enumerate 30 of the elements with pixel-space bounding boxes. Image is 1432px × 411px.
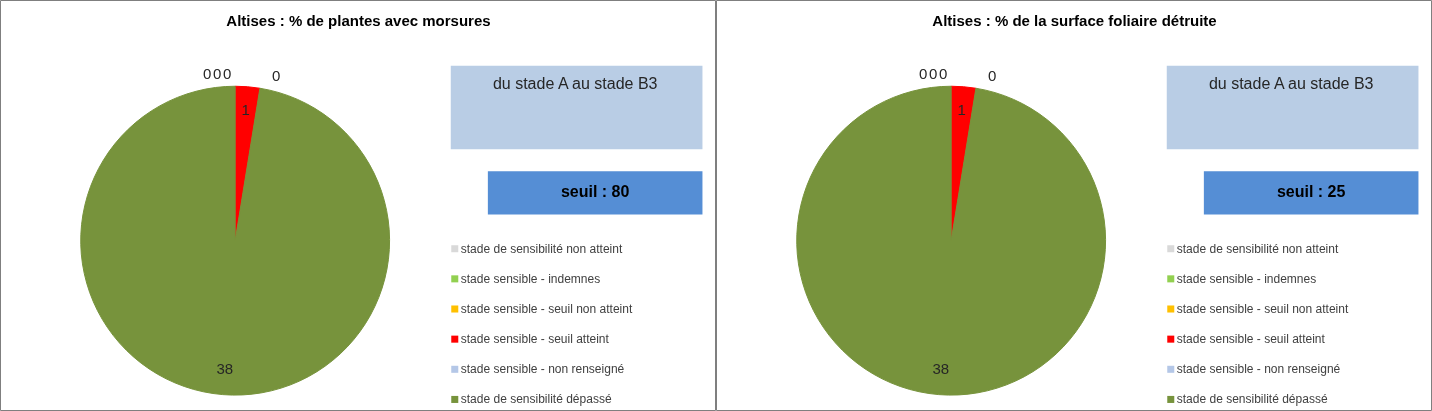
- text: 0: [212, 64, 222, 82]
- data-label: 1: [241, 100, 250, 118]
- text: seuil : 25: [1276, 182, 1346, 200]
- text: du stade A au stade B3: [492, 75, 658, 93]
- text: 0: [202, 64, 212, 82]
- legend-label: stade sensible - seuil non atteint: [460, 302, 633, 316]
- legend-label: stade sensible - seuil atteint: [1176, 332, 1326, 347]
- text: 0: [918, 64, 928, 82]
- text: 0: [272, 67, 281, 85]
- text: 0: [222, 64, 232, 82]
- text: 0: [928, 64, 938, 82]
- data-label: 1: [957, 100, 966, 118]
- legend-label: stade sensible - indemnes: [1176, 271, 1317, 286]
- legend-label: stade sensible - non renseigné: [460, 362, 625, 377]
- data-label: 38: [216, 359, 234, 377]
- legend-label: stade sensible - seuil non atteint: [1176, 302, 1349, 316]
- data-label: 38: [932, 359, 950, 377]
- chart-title: Altises : % de plantes avec morsures: [226, 12, 491, 30]
- text: 0: [938, 64, 948, 82]
- legend-label: stade de sensibilité non atteint: [1176, 241, 1339, 256]
- legend-label: stade de sensibilité dépassé: [460, 392, 612, 407]
- legend-label: stade de sensibilité dépassé: [1176, 392, 1328, 407]
- chart-title: Altises : % de la surface foliaire détruite: [932, 12, 1217, 30]
- text: 0: [988, 67, 997, 85]
- legend-label: stade de sensibilité non atteint: [460, 241, 623, 256]
- text: du stade A au stade B3: [1208, 75, 1374, 93]
- text: seuil : 80: [560, 182, 630, 200]
- legend-label: stade sensible - indemnes: [460, 271, 601, 286]
- legend-label: stade sensible - non renseigné: [1176, 362, 1341, 377]
- legend-label: stade sensible - seuil atteint: [460, 332, 610, 347]
